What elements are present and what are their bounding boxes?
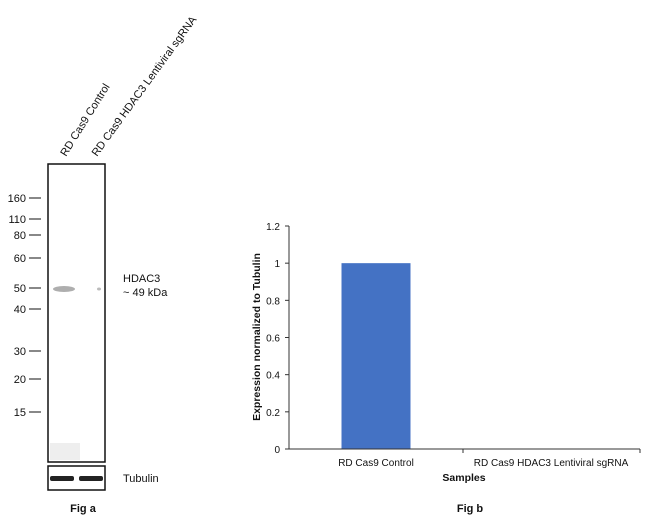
y-tick-label: 0.8 — [266, 296, 280, 307]
caption-fig-b: Fig b — [457, 503, 484, 515]
marker-label: 60 — [14, 253, 26, 265]
y-tick-label: 1 — [274, 259, 280, 270]
marker-label: 20 — [14, 374, 26, 386]
western-blot: RD Cas9 Control RD Cas9 HDAC3 Lentiviral… — [8, 14, 200, 515]
loading-control-label: Tubulin — [123, 473, 159, 485]
marker-ladder: 160 110 80 60 50 40 30 20 15 — [8, 193, 41, 419]
tubulin-band-lane-1 — [50, 476, 74, 481]
marker-label: 15 — [14, 407, 26, 419]
y-tick-label: 0 — [274, 445, 280, 456]
bar-1 — [341, 263, 411, 449]
hdac3-band-lane-2 — [97, 287, 101, 291]
bars — [341, 263, 411, 449]
hdac3-band-lane-1 — [53, 286, 75, 292]
y-axis-ticks: 0 0.2 0.4 0.6 0.8 1 1.2 — [266, 222, 289, 456]
x-axis-label: Samples — [442, 472, 485, 484]
marker-label: 50 — [14, 283, 26, 295]
marker-label: 160 — [8, 193, 26, 205]
bar-chart: 0 0.2 0.4 0.6 0.8 1 1.2 RD Cas9 Control RD Cas… — [251, 222, 641, 515]
marker-label: 80 — [14, 230, 26, 242]
x-tick-label-1: RD Cas9 Control — [338, 458, 414, 469]
band-size: ~ 49 kDa — [123, 287, 168, 299]
band-label: HDAC3 — [123, 273, 160, 285]
y-tick-label: 0.4 — [266, 371, 280, 382]
blot-background-noise — [50, 443, 80, 460]
caption-fig-a: Fig a — [70, 503, 97, 515]
marker-label: 30 — [14, 346, 26, 358]
tubulin-band-lane-2 — [79, 476, 103, 481]
y-tick-label: 1.2 — [266, 222, 280, 233]
marker-label: 110 — [8, 214, 26, 226]
y-tick-label: 0.2 — [266, 408, 280, 419]
marker-label: 40 — [14, 304, 26, 316]
y-tick-label: 0.6 — [266, 334, 280, 345]
blot-membrane — [47, 163, 106, 463]
x-tick-label-2: RD Cas9 HDAC3 Lentiviral sgRNA — [474, 458, 629, 469]
y-axis-label: Expression normalized to Tubulin — [251, 253, 263, 421]
